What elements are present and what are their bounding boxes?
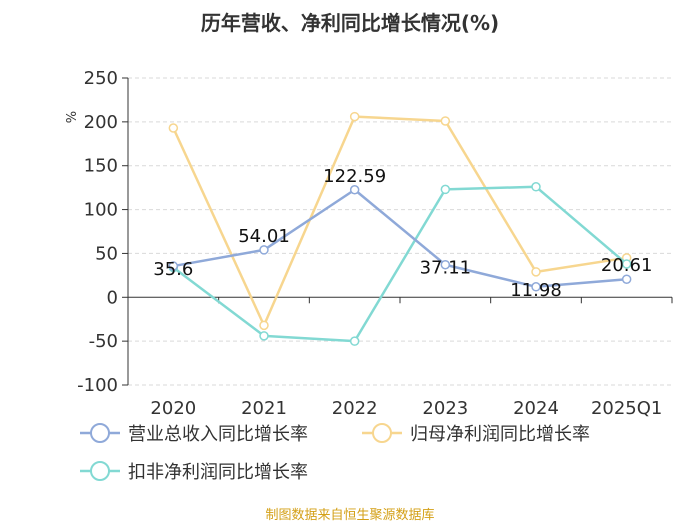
data-point xyxy=(259,320,269,331)
data-point xyxy=(531,182,541,192)
data-point xyxy=(168,261,179,271)
data-label: 20.61 xyxy=(601,255,653,276)
legend-label: 扣非净利润同比增长率 xyxy=(128,462,308,483)
data-point xyxy=(349,185,360,195)
y-tick-label: 250 xyxy=(84,68,118,89)
legend-swatch-marker xyxy=(90,423,110,443)
data-point xyxy=(259,331,269,341)
legend-item-2: 归母净利润同比增长率 xyxy=(362,423,590,445)
y-tick-label: 0 xyxy=(107,287,118,308)
legend-item-3: 扣非净利润同比增长率 xyxy=(80,461,308,483)
data-point xyxy=(621,259,632,269)
legend-label: 归母净利润同比增长率 xyxy=(410,424,590,445)
y-tick-label: 100 xyxy=(84,200,118,221)
y-tick-label: 150 xyxy=(84,156,118,177)
chart-title: 历年营收、净利同比增长情况(%) xyxy=(201,11,499,35)
x-tick-label: 2020 xyxy=(150,398,196,419)
x-tick-label: 2021 xyxy=(241,398,287,419)
series-line-1 xyxy=(173,188,627,289)
x-tick-label: 2024 xyxy=(513,398,559,419)
legend-swatch-marker xyxy=(372,423,392,443)
legend-item-1: 营业总收入同比增长率 xyxy=(80,423,308,445)
legend-swatch-marker xyxy=(90,461,110,481)
series-line-2 xyxy=(172,115,627,327)
data-point xyxy=(440,259,451,270)
series-line-3 xyxy=(172,185,628,343)
x-tick-label: 2022 xyxy=(332,398,378,419)
data-label: 35.6 xyxy=(153,259,193,280)
data-label: 122.59 xyxy=(323,166,386,187)
legend-label: 营业总收入同比增长率 xyxy=(128,424,308,445)
data-point xyxy=(621,274,632,284)
data-point xyxy=(531,267,541,277)
x-tick-label: 2025Q1 xyxy=(591,398,662,419)
y-tick-label: 200 xyxy=(84,112,118,133)
data-point xyxy=(349,111,360,122)
data-point xyxy=(259,245,269,255)
y-axis-unit-label: % xyxy=(65,111,80,123)
data-point xyxy=(440,184,451,195)
y-tick-label: 50 xyxy=(95,243,118,264)
data-label: 54.01 xyxy=(238,226,290,247)
x-tick-label: 2023 xyxy=(422,398,468,419)
data-point xyxy=(531,282,541,292)
data-point xyxy=(349,336,360,346)
data-point xyxy=(440,116,451,126)
y-tick-label: -100 xyxy=(77,375,118,396)
y-tick-label: -50 xyxy=(89,331,118,352)
data-label: 11.98 xyxy=(510,280,562,301)
data-label: 37.11 xyxy=(420,258,472,279)
data-point xyxy=(168,123,179,133)
source-note: 制图数据来自恒生聚源数据库 xyxy=(265,507,434,523)
